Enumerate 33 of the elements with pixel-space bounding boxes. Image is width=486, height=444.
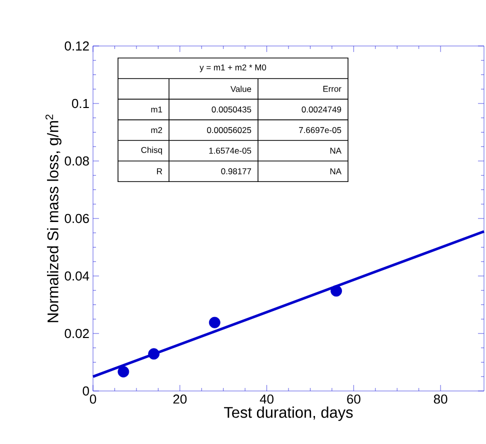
annotation: 0.00056025 xyxy=(207,127,252,134)
x-axis-title: Test duration, days xyxy=(224,406,353,421)
x-tick-label: 40 xyxy=(260,394,274,404)
x-tick-label: 20 xyxy=(173,394,187,404)
x-tick-label: 80 xyxy=(434,394,448,404)
y-tick-label: 0.08 xyxy=(64,156,89,166)
point xyxy=(148,348,160,360)
y-tick-label: 0.12 xyxy=(64,41,89,51)
y-tick-label: 0.02 xyxy=(64,328,89,338)
x-tick-label: 0 xyxy=(90,394,96,404)
annotation: 1.6574e-05 xyxy=(209,148,252,154)
y-tick-label: 0.06 xyxy=(64,214,89,224)
annotation: 0.98177 xyxy=(221,168,252,174)
annotation: 7.6697e-05 xyxy=(299,127,342,134)
point xyxy=(118,366,130,378)
annotation: R xyxy=(157,168,162,174)
x-tick-label: 60 xyxy=(347,394,360,404)
y-tick-label: 0.1 xyxy=(72,98,89,108)
annotation: y = m1 + m2 * M0 xyxy=(200,64,266,72)
annotation: 0.0024749 xyxy=(302,106,342,112)
annotation: Chisq xyxy=(141,146,162,155)
point xyxy=(330,285,342,297)
annotation: m2 xyxy=(151,127,162,134)
annotation: NA xyxy=(330,168,342,174)
annotation: Value xyxy=(230,86,252,92)
annotation: m1 xyxy=(151,106,162,112)
annotation: 0.0050435 xyxy=(212,106,252,112)
y-tick-label: 0 xyxy=(82,386,89,396)
y-axis-title: Normalized Si mass loss, g/m$^{2}$ xyxy=(45,114,62,322)
annotation: Error xyxy=(323,86,342,92)
point xyxy=(208,316,220,328)
y-tick-label: 0.04 xyxy=(64,271,90,281)
annotation: NA xyxy=(330,148,342,154)
